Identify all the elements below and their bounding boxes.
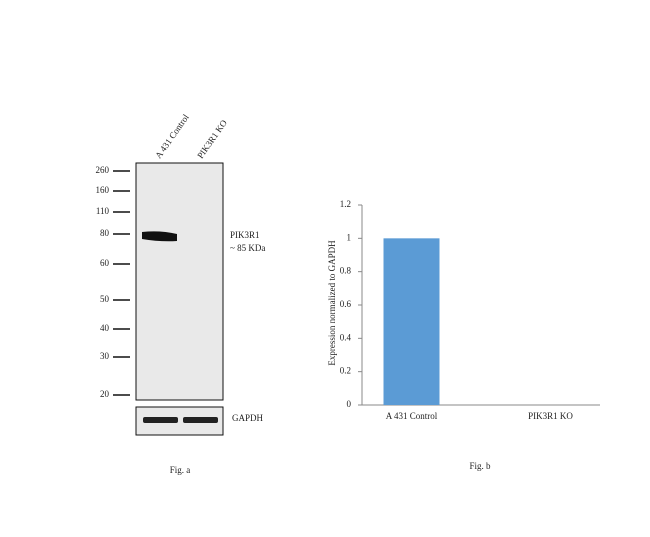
caption: Fig. b (469, 461, 491, 471)
x-tick-label: A 431 Control (386, 411, 438, 421)
marker-label: 50 (100, 294, 110, 304)
y-tick-label: 0.4 (340, 332, 352, 342)
lane-label: PIK3R1 KO (195, 118, 229, 161)
x-tick-label: PIK3R1 KO (528, 411, 573, 421)
loading-control-label: GAPDH (232, 413, 264, 423)
gapdh-band (183, 417, 218, 423)
marker-label: 30 (100, 351, 110, 361)
y-tick-label: 1.2 (340, 199, 351, 209)
gapdh-band (143, 417, 178, 423)
bar (383, 238, 440, 405)
blot-membrane (135, 162, 224, 401)
y-tick-label: 0.8 (340, 266, 352, 276)
y-tick-label: 0 (347, 399, 352, 409)
marker-label: 260 (96, 165, 110, 175)
y-tick-label: 0.6 (340, 299, 352, 309)
marker-label: 80 (100, 228, 110, 238)
y-tick-label: 1 (347, 232, 352, 242)
y-axis-label: Expression normalized to GAPDH (327, 240, 337, 366)
lane-label: A 431 Control (153, 112, 191, 160)
marker-label: 60 (100, 258, 110, 268)
y-tick-label: 0.2 (340, 366, 351, 376)
band-size: ~ 85 KDa (230, 243, 265, 253)
caption: Fig. a (170, 465, 191, 475)
marker-label: 20 (100, 389, 110, 399)
blot-band (142, 231, 177, 242)
marker-label: 160 (96, 185, 110, 195)
band-label: PIK3R1 (230, 230, 260, 240)
marker-label: 110 (96, 206, 110, 216)
marker-label: 40 (100, 323, 110, 333)
